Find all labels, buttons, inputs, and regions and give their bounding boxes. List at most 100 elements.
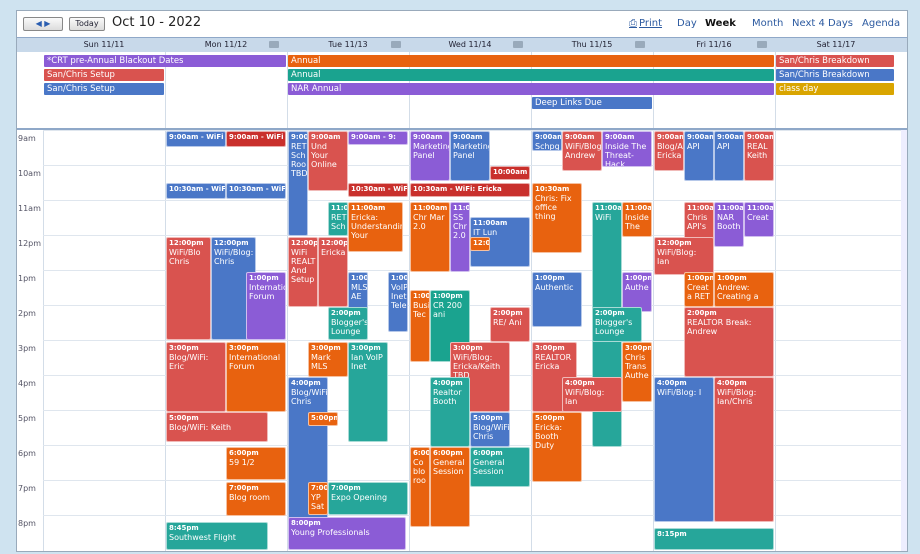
day-header-thu[interactable]: Thu 11/15 bbox=[531, 38, 653, 52]
print-link[interactable]: ⎙ Print bbox=[629, 18, 662, 29]
allday-event[interactable]: *CRT pre-Annual Blackout Dates bbox=[44, 55, 286, 67]
allday-event[interactable]: Annual bbox=[288, 69, 774, 81]
calendar-event[interactable]: 9:00amRET Sch Roo TBD bbox=[288, 131, 308, 236]
calendar-event[interactable]: 1:00pmVoIP Inet Tele bbox=[388, 272, 408, 332]
calendar-event[interactable]: 6:00pm General Session bbox=[430, 447, 470, 527]
calendar-event[interactable]: 3:00pm Mark MLS bbox=[308, 342, 348, 377]
calendar-event[interactable]: 9:00am Und Your Online bbox=[308, 131, 348, 191]
calendar-event[interactable]: 9:00am Marketing Panel bbox=[450, 131, 490, 181]
calendar-event[interactable]: 11:00amRET Sch bbox=[328, 202, 348, 236]
calendar-event[interactable]: 8:15pm bbox=[654, 528, 774, 550]
calendar-event[interactable]: 2:00pm REALTOR Break: Andrew bbox=[684, 307, 774, 377]
day-header-wed[interactable]: Wed 11/14 bbox=[409, 38, 531, 52]
calendar-event[interactable]: 12:00pm bbox=[470, 237, 490, 251]
calendar-event[interactable]: 2:00pm RE/ Ani bbox=[490, 307, 530, 342]
calendar-event[interactable]: 5:00pm Blog/WiFi: Keith bbox=[166, 412, 268, 442]
today-button[interactable]: Today bbox=[69, 17, 105, 31]
calendar-event[interactable]: 10:30am - WiFi: Ericka bbox=[410, 183, 530, 197]
calendar-event[interactable]: 4:00pm WiFi/Blog: Ian bbox=[562, 377, 622, 412]
calendar-event[interactable]: 8:00pm Young Professionals bbox=[288, 517, 406, 550]
calendar-event[interactable]: 4:00pm Realtor Booth bbox=[430, 377, 470, 447]
calendar-event[interactable]: 9:00am Inside The Threat-Hack bbox=[602, 131, 652, 167]
calendar-event[interactable]: 9:00amBlog/A Ericka bbox=[654, 131, 684, 171]
calendar-event[interactable]: 7:00pmYP Sat bbox=[308, 482, 328, 515]
calendar-event[interactable]: 4:00pm WiFi/Blog: I bbox=[654, 377, 714, 522]
calendar-event[interactable]: 12:00pm WiFi/Blo Chris bbox=[166, 237, 211, 340]
calendar-event[interactable]: 10:30am - WiFi bbox=[348, 183, 408, 197]
calendar-event[interactable]: 1:00pmBusi Tec bbox=[410, 290, 430, 362]
calendar-event[interactable]: 5:00pm Blog/WiFi Chris bbox=[470, 412, 510, 447]
calendar-event[interactable]: 10:00am bbox=[490, 166, 530, 180]
calendar-event[interactable]: 9:00amAPI bbox=[684, 131, 714, 181]
vertical-scrollbar[interactable] bbox=[901, 130, 907, 551]
calendar-event[interactable]: 9:00amSchpg bbox=[532, 131, 562, 151]
calendar-event[interactable]: 1:00pm Andrew: Creating a bbox=[714, 272, 774, 307]
print-label[interactable]: Print bbox=[639, 18, 663, 29]
view-week-tab[interactable]: Week bbox=[705, 18, 736, 29]
calendar-event[interactable]: 11:00amSS Chr 2.0 bbox=[450, 202, 470, 272]
prev-next-button[interactable]: ◀ ▶ bbox=[23, 17, 63, 31]
calendar-event[interactable]: 3:00pmChris Trans Authe bbox=[622, 342, 652, 402]
calendar-event[interactable]: 3:00pm International Forum bbox=[226, 342, 286, 412]
view-day-tab[interactable]: Day bbox=[677, 18, 697, 29]
calendar-event[interactable]: 11:00amCreat bbox=[744, 202, 774, 237]
calendar-event[interactable]: 1:00pmCreat a RET bbox=[684, 272, 714, 307]
allday-event[interactable]: San/Chris Setup bbox=[44, 83, 164, 95]
calendar-event[interactable]: 3:00pm Ian VoIP Inet bbox=[348, 342, 388, 442]
calendar-event[interactable]: 6:00pmCo blo roo bbox=[410, 447, 430, 527]
calendar-event[interactable]: 10:30am - WiFi bbox=[166, 183, 226, 199]
calendar-event[interactable]: 5:00pm bbox=[308, 412, 338, 426]
prev-next-arrows[interactable]: ◀ ▶ bbox=[35, 19, 51, 28]
view-next4days-tab[interactable]: Next 4 Days bbox=[792, 18, 853, 29]
calendar-event[interactable]: 2:00pm Blogger's Lounge bbox=[328, 307, 368, 340]
calendar-event[interactable]: 8:45pm Southwest Flight bbox=[166, 522, 268, 550]
allday-event[interactable]: NAR Annual bbox=[288, 83, 774, 95]
calendar-event[interactable]: 6:00pm 59 1/2 bbox=[226, 447, 286, 480]
calendar-event[interactable]: 10:30am Chris: Fix office thing bbox=[532, 183, 582, 253]
allday-event[interactable]: Annual bbox=[288, 55, 774, 67]
calendar-event[interactable]: 10:30am - WiFi bbox=[226, 183, 286, 199]
event-time: 11:00am bbox=[747, 204, 773, 212]
day-menu-icon[interactable] bbox=[757, 41, 767, 48]
day-header-sun[interactable]: Sun 11/11 bbox=[43, 38, 165, 52]
day-menu-icon[interactable] bbox=[269, 41, 279, 48]
calendar-event[interactable]: 9:00am - 9: bbox=[348, 131, 408, 145]
day-header-mon[interactable]: Mon 11/12 bbox=[165, 38, 287, 52]
calendar-event[interactable]: 5:00pm Ericka: Booth Duty bbox=[532, 412, 582, 482]
calendar-event[interactable]: 9:00am WiFi/Blog: Andrew bbox=[562, 131, 602, 171]
day-header-sat[interactable]: Sat 11/17 bbox=[775, 38, 897, 52]
calendar-event[interactable]: 9:00am - WiFi bbox=[166, 131, 226, 147]
day-menu-icon[interactable] bbox=[513, 41, 523, 48]
calendar-event[interactable]: 11:00amNAR Booth bbox=[714, 202, 744, 247]
calendar-event[interactable]: 6:00pm General Session bbox=[470, 447, 530, 487]
view-agenda-tab[interactable]: Agenda bbox=[862, 18, 901, 29]
allday-event[interactable]: San/Chris Breakdown bbox=[776, 55, 894, 67]
calendar-event[interactable]: 1:00pm Authentic bbox=[532, 272, 582, 327]
calendar-event[interactable]: 3:00pm Blog/WiFi: Eric bbox=[166, 342, 226, 412]
allday-event[interactable]: class day bbox=[776, 83, 894, 95]
calendar-event[interactable]: 7:00pm Expo Opening bbox=[328, 482, 408, 515]
allday-event[interactable]: Deep Links Due bbox=[532, 97, 652, 109]
view-month-tab[interactable]: Month bbox=[752, 18, 784, 29]
calendar-event[interactable]: 4:00pm WiFi/Blog: Ian/Chris bbox=[714, 377, 774, 522]
calendar-event[interactable]: 7:00pm Blog room bbox=[226, 482, 286, 516]
calendar-event[interactable]: 9:00amREAL Keith bbox=[744, 131, 774, 181]
calendar-event[interactable]: 9:00amAPI bbox=[714, 131, 744, 181]
day-header-tue[interactable]: Tue 11/13 bbox=[287, 38, 409, 52]
calendar-event[interactable]: 12:00pm WiFi/Blog: Ian bbox=[654, 237, 714, 275]
calendar-event[interactable]: 2:00pm Blogger's Lounge bbox=[592, 307, 642, 342]
day-menu-icon[interactable] bbox=[635, 41, 645, 48]
allday-event[interactable]: San/Chris Setup bbox=[44, 69, 164, 81]
day-menu-icon[interactable] bbox=[391, 41, 401, 48]
day-header-fri[interactable]: Fri 11/16 bbox=[653, 38, 775, 52]
calendar-event[interactable]: 11:00am Chr Mar 2.0 bbox=[410, 202, 450, 272]
calendar-event[interactable]: 9:00am - WiFi bbox=[226, 131, 286, 147]
allday-event[interactable]: San/Chris Breakdown bbox=[776, 69, 894, 81]
calendar-event[interactable]: 9:00am Marketing Panel bbox=[410, 131, 450, 181]
